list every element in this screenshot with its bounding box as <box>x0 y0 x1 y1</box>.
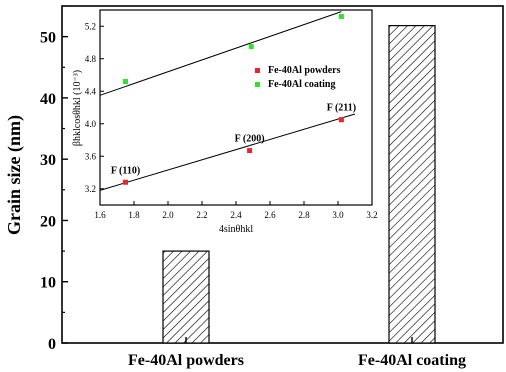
point-label: F (211) <box>327 103 356 114</box>
bar <box>388 25 436 344</box>
inset-y-tick-label: 4.8 <box>85 54 97 64</box>
main-y-axis-label: Grain size (nm) <box>4 115 25 235</box>
main-y-tick-label: 50 <box>40 30 56 47</box>
inset-y-tick-label: 4.4 <box>85 86 97 96</box>
main-y-tick-label: 10 <box>40 275 56 292</box>
main-x-ticks: Fe-40Al powders Fe-40Al coating <box>128 337 466 369</box>
bar <box>162 250 210 344</box>
legend-label: Fe-40Al coating <box>268 79 336 90</box>
inset-x-tick-label: 2.0 <box>162 210 174 220</box>
legend-label: Fe-40Al powders <box>268 65 341 76</box>
data-point <box>247 148 253 154</box>
main-y-tick-label: 20 <box>40 213 56 230</box>
inset-y-axis-label: βhklcosθhkl (10⁻³) <box>72 70 83 146</box>
data-point <box>338 117 344 123</box>
inset-chart: 1.6 1.8 2.0 2.2 2.4 2.6 2.8 3.0 3.2 3.2 3.6 4.0 4.4 4… <box>72 9 378 235</box>
point-label: F (200) <box>235 134 265 145</box>
data-point <box>338 14 344 19</box>
inset-x-tick-label: 2.2 <box>196 210 207 220</box>
inset-x-axis-label: 4sinθhkl <box>219 224 253 235</box>
legend-marker <box>255 68 260 73</box>
data-point <box>123 79 128 84</box>
inset-y-tick-label: 5.2 <box>85 21 96 31</box>
inset-y-tick-label: 4.0 <box>85 119 97 129</box>
inset-y-tick-label: 3.2 <box>85 184 96 194</box>
inset-x-tick-label: 3.0 <box>332 210 344 220</box>
main-x-tick-label: Fe-40Al powders <box>128 352 244 369</box>
main-y-tick-label: 30 <box>40 152 56 169</box>
inset-ticks: 1.6 1.8 2.0 2.2 2.4 2.6 2.8 3.0 3.2 3.2 3.6 4.0 4.4 4… <box>85 21 378 220</box>
inset-y-tick-label: 3.6 <box>85 151 97 161</box>
inset-x-tick-label: 1.8 <box>128 210 140 220</box>
legend-marker <box>255 82 260 87</box>
inset-x-tick-label: 3.2 <box>366 210 377 220</box>
inset-points: F (110) F (200) F (211) <box>111 14 356 185</box>
data-point <box>248 44 254 50</box>
fit-line <box>99 11 342 96</box>
main-y-tick-label: 40 <box>40 91 56 108</box>
data-point <box>123 179 128 185</box>
main-plot-frame <box>61 5 504 344</box>
inset-x-tick-label: 2.4 <box>230 210 242 220</box>
fit-line <box>99 113 356 191</box>
main-y-tick-label: 0 <box>48 336 56 353</box>
inset-legend: Fe-40Al powders Fe-40Al coating <box>255 65 341 90</box>
inset-x-tick-label: 2.6 <box>264 210 276 220</box>
inset-x-tick-label: 1.6 <box>94 210 106 220</box>
inset-fit-lines <box>99 11 356 191</box>
point-label: F (110) <box>111 165 140 176</box>
main-y-ticks: 0 10 20 30 40 50 <box>40 5 68 353</box>
inset-plot-frame <box>99 9 373 206</box>
inset-x-tick-label: 2.8 <box>298 210 310 220</box>
main-x-tick-label: Fe-40Al coating <box>358 352 466 369</box>
